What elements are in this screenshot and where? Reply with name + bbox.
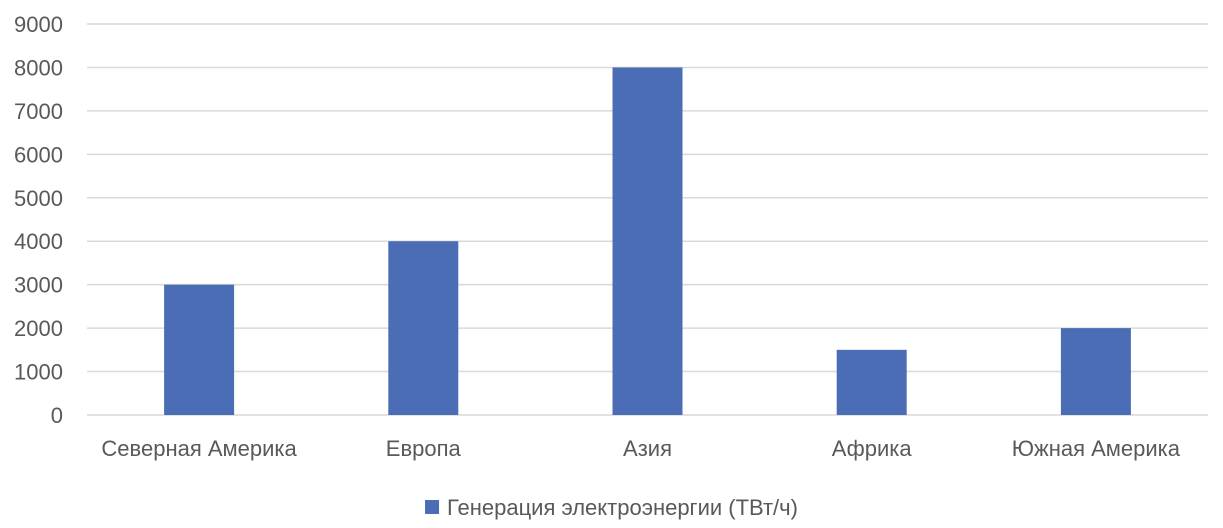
x-axis-categories: Северная Америка Европа Азия Африка Южная Ам… (101, 436, 1180, 461)
legend-label: Генерация электроэнергии (ТВт/ч) (447, 495, 798, 520)
x-category-label: Европа (386, 436, 462, 461)
x-category-label: Африка (832, 436, 913, 461)
bar (612, 67, 683, 415)
y-tick-label: 2000 (14, 316, 63, 341)
bars (164, 67, 1131, 415)
x-category-label: Северная Америка (101, 436, 297, 461)
legend: Генерация электроэнергии (ТВт/ч) (425, 495, 798, 520)
y-tick-label: 8000 (14, 55, 63, 80)
y-tick-label: 0 (51, 403, 63, 428)
y-axis-ticks: 0 1000 2000 3000 4000 5000 6000 7000 8000 9000 (14, 12, 63, 428)
bar (164, 284, 235, 415)
y-tick-label: 7000 (14, 99, 63, 124)
legend-swatch (425, 500, 440, 514)
y-tick-label: 4000 (14, 229, 63, 254)
x-category-label: Азия (623, 436, 672, 461)
bar (388, 241, 459, 415)
bar (1060, 328, 1131, 415)
y-tick-label: 5000 (14, 186, 63, 211)
bar (836, 349, 907, 415)
x-category-label: Южная Америка (1012, 436, 1181, 461)
y-tick-label: 1000 (14, 360, 63, 385)
y-tick-label: 9000 (14, 12, 63, 37)
y-tick-label: 6000 (14, 142, 63, 167)
y-tick-label: 3000 (14, 273, 63, 298)
